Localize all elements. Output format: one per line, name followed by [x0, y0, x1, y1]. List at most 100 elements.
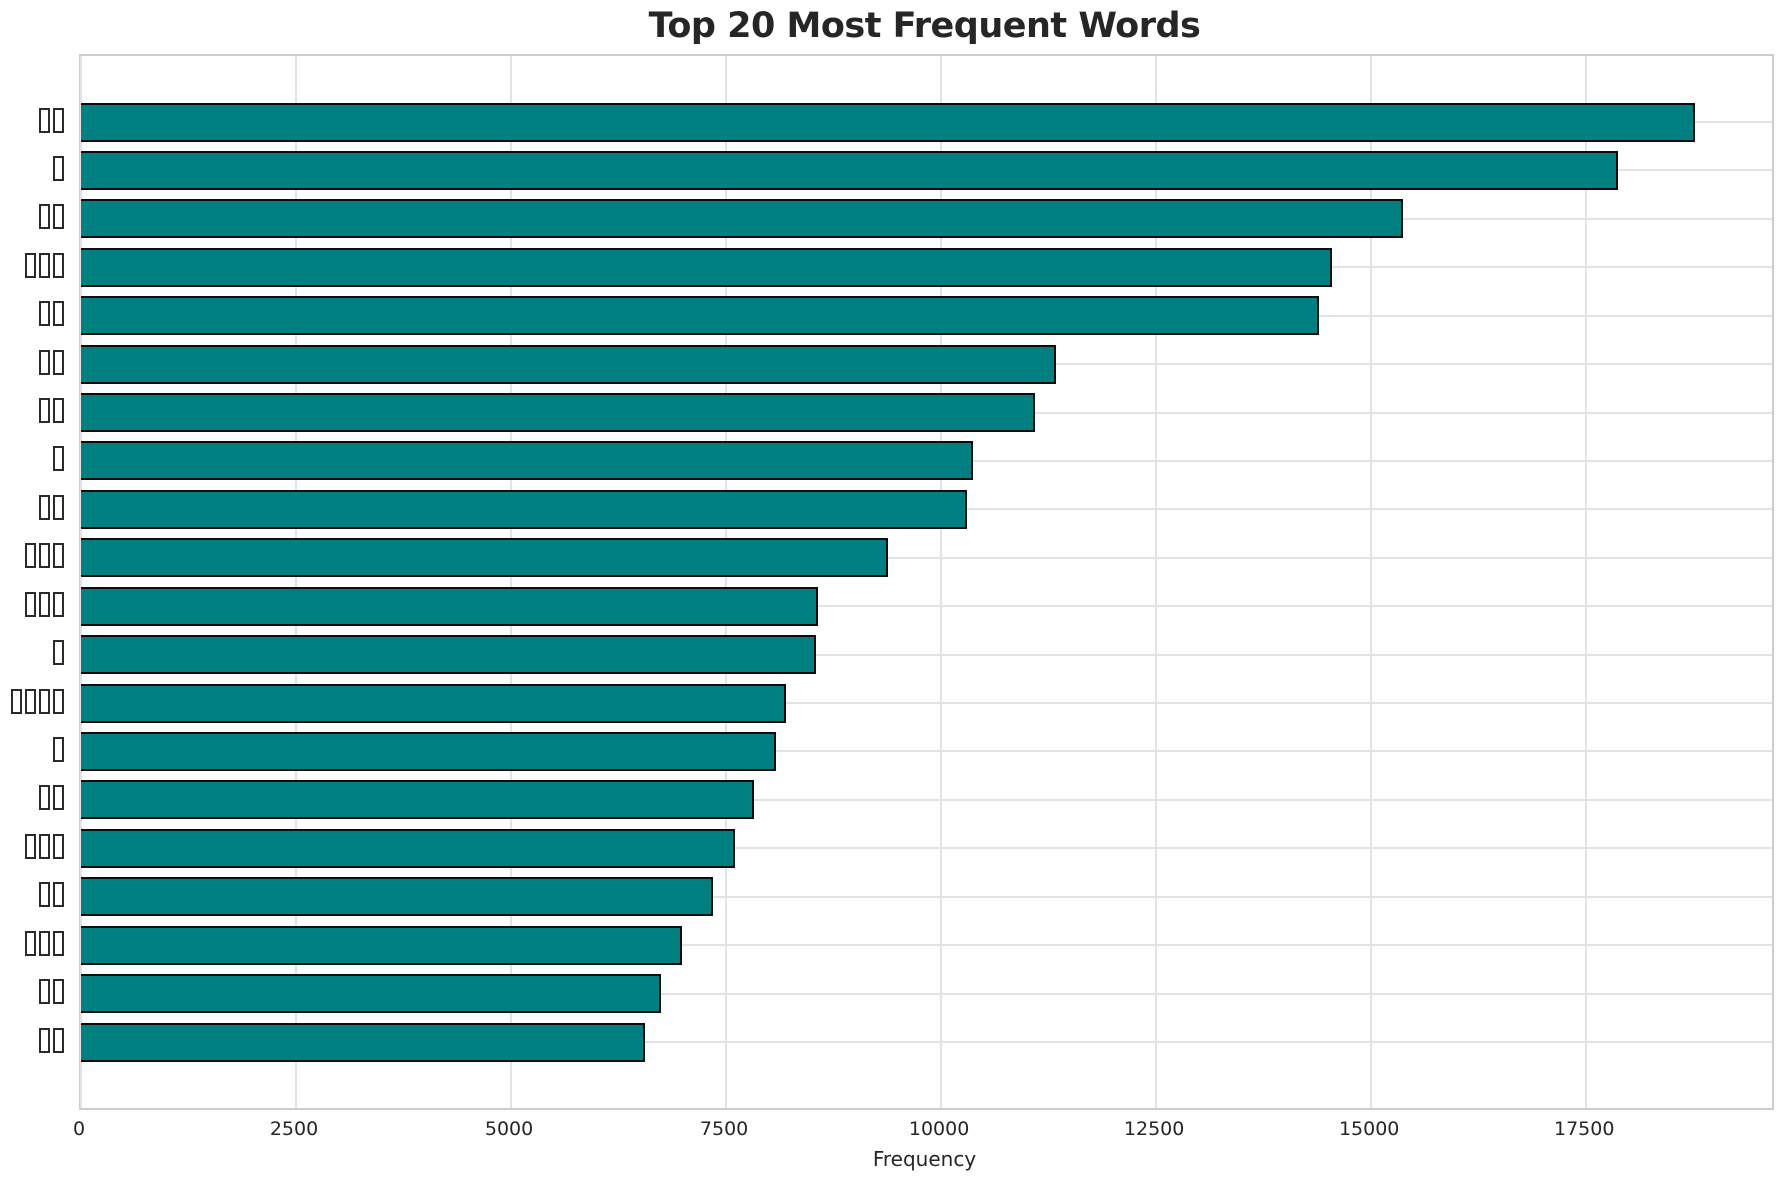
- horizontal-gridline: [81, 847, 1772, 850]
- missing-glyph-box: [53, 833, 64, 859]
- missing-glyph-box: [39, 688, 50, 714]
- y-tick-label: [22, 536, 64, 575]
- horizontal-gridline: [81, 798, 1772, 801]
- y-tick-label: [22, 246, 64, 285]
- missing-glyph-box: [53, 736, 64, 762]
- vertical-gridline: [1585, 56, 1588, 1108]
- missing-glyph-box: [25, 930, 36, 956]
- missing-glyph-box: [53, 301, 64, 327]
- bar: [81, 683, 787, 723]
- missing-glyph-box: [39, 882, 50, 908]
- missing-glyph-box: [25, 591, 36, 617]
- bar: [81, 393, 1035, 433]
- x-tick-label: 12500: [1123, 1118, 1185, 1140]
- y-tick-label: [36, 1021, 64, 1060]
- y-tick-label: [36, 101, 64, 140]
- missing-glyph-box: [25, 543, 36, 569]
- x-tick-label: 5000: [484, 1118, 534, 1140]
- horizontal-gridline: [81, 556, 1772, 559]
- bar: [81, 150, 1619, 190]
- missing-glyph-box: [11, 688, 22, 714]
- bar: [81, 586, 819, 626]
- bar: [81, 731, 776, 771]
- y-tick-label: [36, 391, 64, 430]
- missing-glyph-box: [53, 349, 64, 375]
- missing-glyph-box: [53, 543, 64, 569]
- horizontal-gridline: [81, 750, 1772, 753]
- missing-glyph-box: [39, 785, 50, 811]
- missing-glyph-box: [39, 107, 50, 133]
- missing-glyph-box: [53, 155, 64, 181]
- missing-glyph-box: [53, 446, 64, 472]
- missing-glyph-box: [53, 930, 64, 956]
- bar: [81, 877, 714, 917]
- missing-glyph-box: [39, 494, 50, 520]
- horizontal-gridline: [81, 992, 1772, 995]
- horizontal-gridline: [81, 702, 1772, 705]
- x-tick-label: 15000: [1338, 1118, 1400, 1140]
- missing-glyph-box: [53, 494, 64, 520]
- horizontal-gridline: [81, 653, 1772, 656]
- bar: [81, 780, 754, 820]
- bar: [81, 489, 967, 529]
- x-tick-label: 0: [72, 1118, 86, 1140]
- missing-glyph-box: [39, 398, 50, 424]
- missing-glyph-box: [53, 398, 64, 424]
- missing-glyph-box: [39, 252, 50, 278]
- y-tick-label: [36, 875, 64, 914]
- vertical-gridline: [510, 56, 513, 1108]
- horizontal-gridline: [81, 605, 1772, 608]
- missing-glyph-box: [53, 688, 64, 714]
- bar: [81, 441, 973, 481]
- bar: [81, 247, 1333, 287]
- x-tick-label: 10000: [908, 1118, 970, 1140]
- missing-glyph-box: [53, 204, 64, 230]
- y-tick-label: [36, 972, 64, 1011]
- bar: [81, 828, 735, 868]
- missing-glyph-box: [39, 543, 50, 569]
- missing-glyph-box: [53, 252, 64, 278]
- bar: [81, 199, 1403, 239]
- missing-glyph-box: [25, 252, 36, 278]
- y-tick-label: [50, 730, 64, 769]
- vertical-gridline: [80, 56, 82, 1108]
- vertical-gridline: [1155, 56, 1158, 1108]
- missing-glyph-box: [39, 349, 50, 375]
- vertical-gridline: [1370, 56, 1373, 1108]
- bar: [81, 344, 1057, 384]
- horizontal-gridline: [81, 1041, 1772, 1043]
- y-tick-label: [22, 827, 64, 866]
- y-tick-label: [50, 633, 64, 672]
- missing-glyph-box: [39, 204, 50, 230]
- missing-glyph-box: [53, 785, 64, 811]
- bar: [81, 102, 1696, 142]
- missing-glyph-box: [39, 1027, 50, 1053]
- missing-glyph-box: [53, 979, 64, 1005]
- vertical-gridline: [725, 56, 728, 1108]
- missing-glyph-box: [53, 591, 64, 617]
- bar: [81, 1022, 646, 1062]
- bar: [81, 974, 661, 1014]
- y-tick-label: [22, 924, 64, 963]
- missing-glyph-box: [53, 882, 64, 908]
- y-tick-label: [50, 439, 64, 478]
- missing-glyph-box: [39, 591, 50, 617]
- missing-glyph-box: [25, 833, 36, 859]
- missing-glyph-box: [39, 833, 50, 859]
- missing-glyph-box: [25, 688, 36, 714]
- missing-glyph-box: [53, 107, 64, 133]
- missing-glyph-box: [53, 640, 64, 666]
- missing-glyph-box: [39, 930, 50, 956]
- bar: [81, 538, 888, 578]
- missing-glyph-box: [39, 301, 50, 327]
- x-axis-title: Frequency: [872, 1147, 977, 1171]
- missing-glyph-box: [53, 1027, 64, 1053]
- x-tick-label: 17500: [1553, 1118, 1615, 1140]
- y-axis-labels: [0, 54, 64, 1106]
- vertical-gridline: [940, 56, 943, 1108]
- horizontal-gridline: [81, 944, 1772, 947]
- y-tick-label: [50, 149, 64, 188]
- vertical-gridline: [295, 56, 298, 1108]
- y-tick-label: [36, 197, 64, 236]
